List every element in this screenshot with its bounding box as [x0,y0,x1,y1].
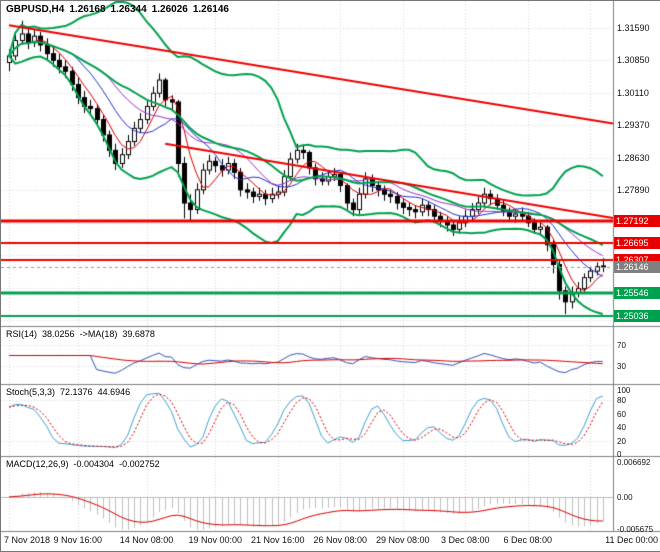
macd-pane-label: MACD(12,26,9) -0.004304 -0.002752 [6,459,165,469]
stoch-signal-value: 44.6946 [97,387,131,397]
stoch-axis-label: 100 [617,386,631,395]
time-axis-label: 19 Nov 00:00 [188,535,243,545]
rsi-name: RSI(14) [6,329,38,339]
price-axis-label: 1.27890 [617,185,650,195]
price-axis-label: 1.30850 [617,55,650,65]
open-value: 1.26168 [69,4,106,15]
macd-axis-label: -0.005675 [617,525,654,534]
high-value: 1.26344 [110,4,147,15]
stoch-axis-label: 40 [617,423,626,432]
rsi-ma-value: 39.6878 [122,329,155,339]
time-axis-label: 7 Nov 2018 [4,535,51,545]
price-marker-resistance[interactable]: 1.27192 [614,215,660,227]
time-axis-label: 3 Dec 08:00 [440,535,490,545]
price-axis-label: 1.31590 [617,23,650,33]
stoch-axis-label: 60 [617,410,626,419]
stoch-pane-label: Stoch(5,3,3) 72.1376 44.6946 [6,387,135,397]
price-marker-support[interactable]: 1.25546 [614,287,660,299]
stoch-axis-label: 0 [617,450,622,459]
macd-name: MACD(12,26,9) [6,459,69,469]
rsi-value: 38.0256 [42,329,75,339]
time-axis-label: 14 Nov 08:00 [119,535,174,545]
macd-main-value: -0.004304 [73,459,115,469]
time-axis-label: 11 Dec 00:00 [605,535,658,545]
stoch-axis-label: 80 [617,396,626,405]
rsi-level-label: 30 [617,362,626,371]
rsi-level-label: 70 [617,341,626,350]
time-axis-label: 21 Nov 16:00 [250,535,305,545]
rsi-ma-name: ->MA(18) [79,329,118,339]
price-marker-support[interactable]: 1.25036 [614,310,660,322]
price-axis-label: 1.29370 [617,120,650,130]
time-axis-label: 26 Nov 08:00 [313,535,368,545]
time-axis-label: 9 Nov 16:00 [53,535,103,545]
stoch-name: Stoch(5,3,3) [6,387,56,397]
low-value: 1.26026 [151,4,188,15]
rsi-pane-label: RSI(14) 38.0256 ->MA(18) 39.6878 [6,329,160,339]
chart-header: GBPUSD,H4 1.26168 1.26344 1.26026 1.26146 [6,4,234,15]
close-value: 1.26146 [192,4,229,15]
price-axis-label: 1.30110 [617,88,649,98]
time-axis-label: 29 Nov 08:00 [375,535,430,545]
macd-axis-label: 0.00 [617,493,633,502]
price-marker-resistance[interactable]: 1.26695 [614,237,660,249]
stoch-main-value: 72.1376 [60,387,93,397]
time-axis-label: 6 Dec 08:00 [503,535,553,545]
price-axis-label: 1.28630 [617,153,650,163]
price-marker-current[interactable]: 1.26146 [614,261,660,273]
symbol-timeframe-label: GBPUSD,H4 [6,4,65,15]
macd-axis-label: 0.006692 [617,458,651,467]
stoch-axis-label: 20 [617,437,626,446]
macd-signal-value: -0.002752 [119,459,160,469]
